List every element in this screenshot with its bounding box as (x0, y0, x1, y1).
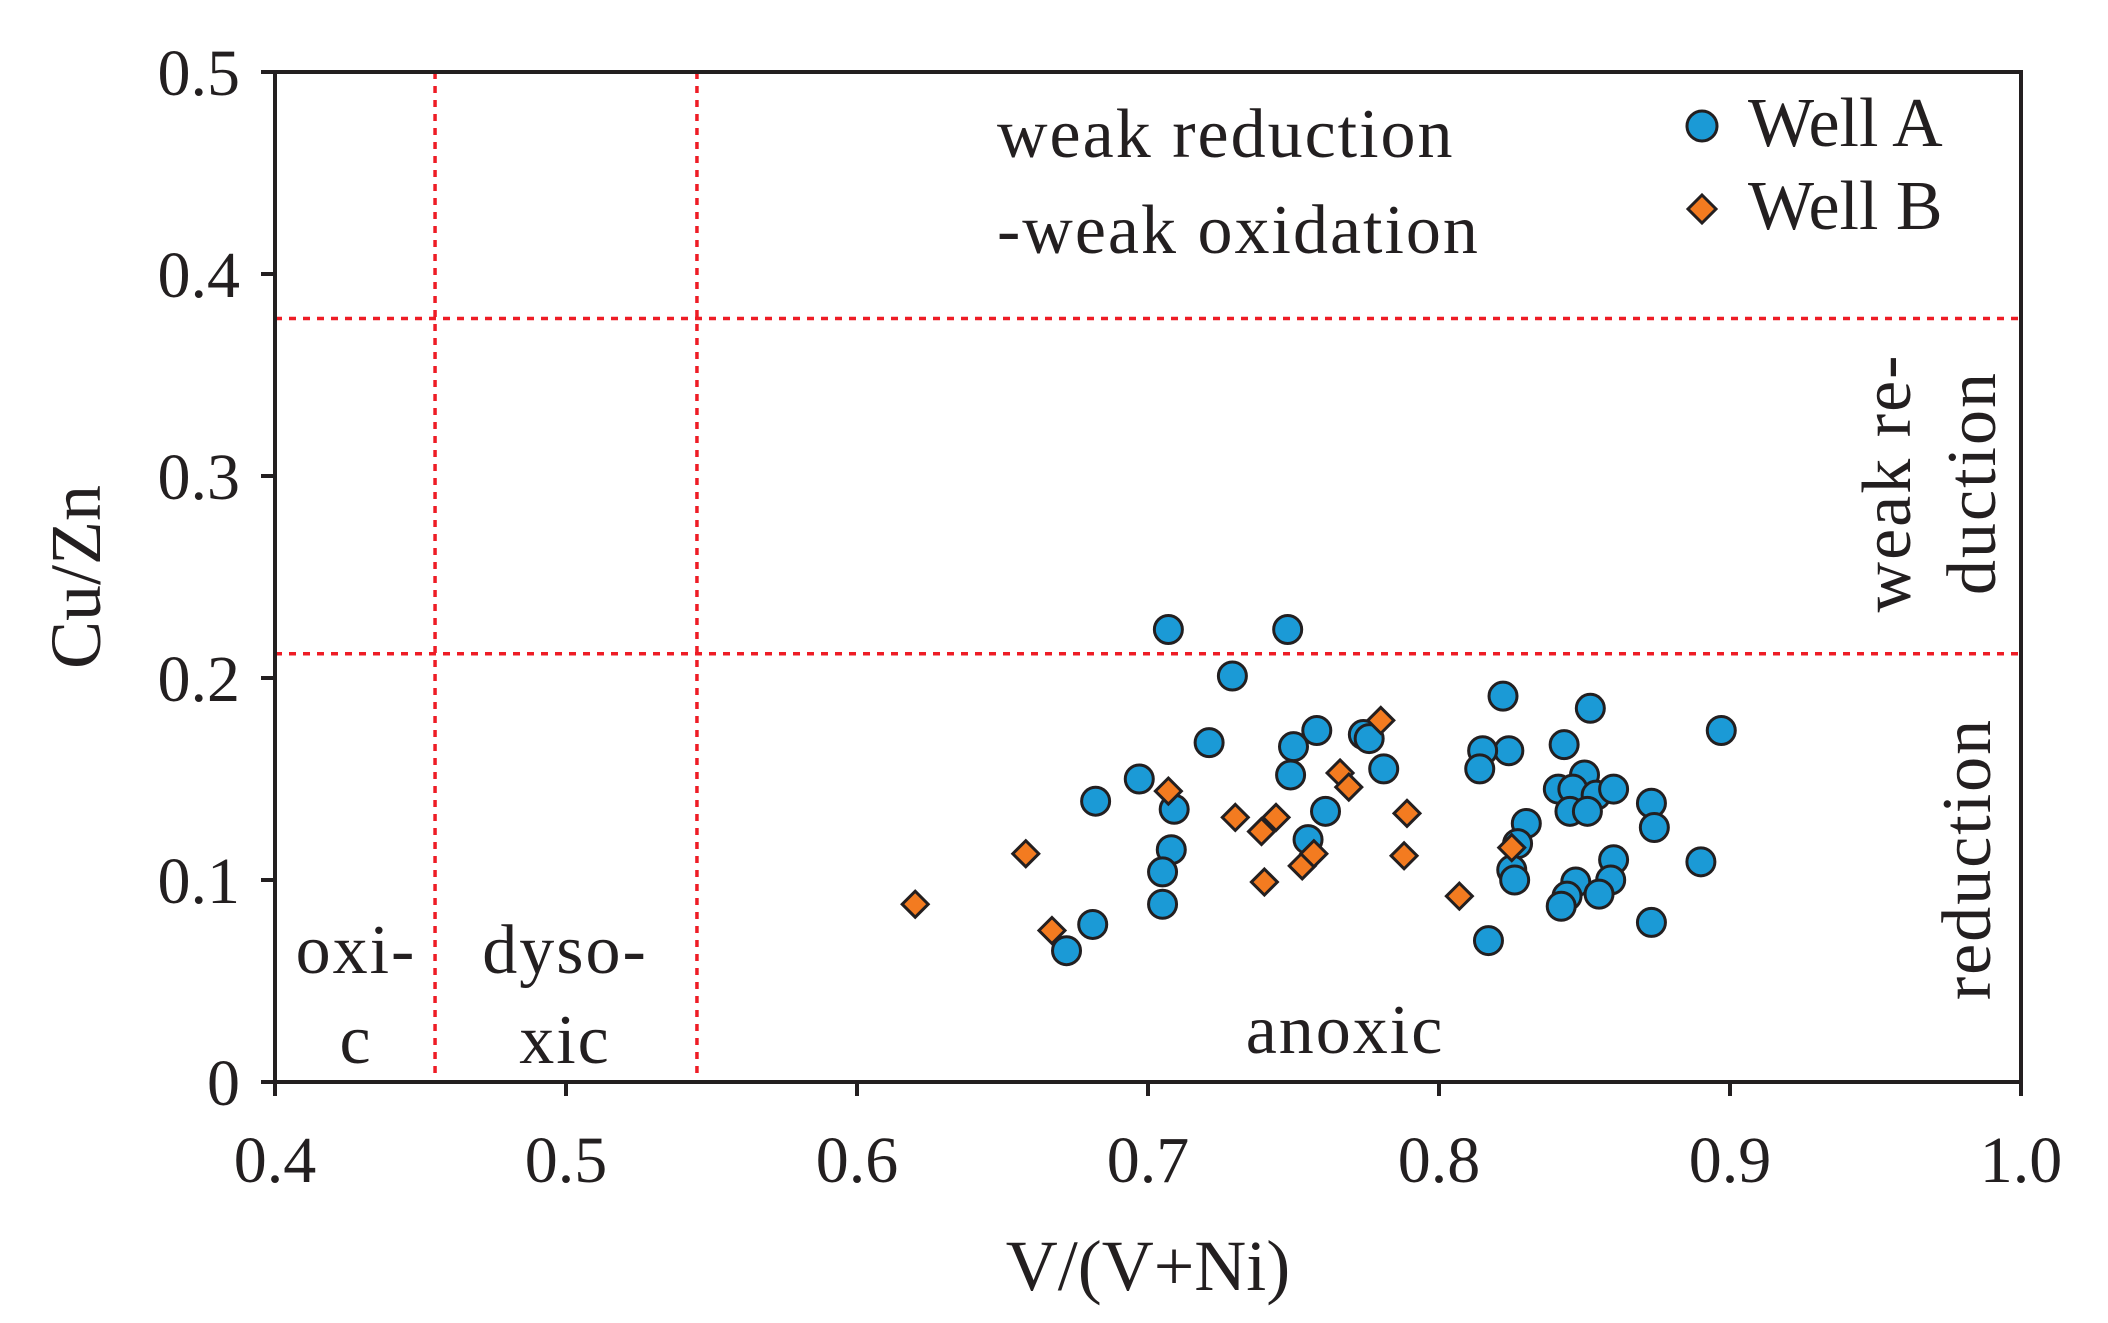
well-a-point (1499, 864, 1531, 896)
x-tick-label: 0.5 (525, 1124, 608, 1197)
well-b-point (1220, 802, 1251, 833)
y-tick-label: 0.3 (158, 441, 241, 514)
well-a-point (1685, 846, 1717, 878)
legend-well-a-label: Well A (1748, 85, 1943, 162)
data-points (900, 614, 1737, 967)
y-tick-labels: 0 0.1 0.2 0.3 0.4 0.5 (158, 37, 241, 1120)
y-tick-label: 0.5 (158, 37, 241, 110)
well-a-point (1472, 925, 1504, 957)
x-tick-label: 0.9 (1689, 1124, 1772, 1197)
well-a-point (1464, 753, 1496, 785)
well-a-point (1077, 908, 1109, 940)
well-a-point (1638, 811, 1670, 843)
well-b-point (1496, 832, 1527, 863)
well-a-point (1635, 906, 1667, 938)
well-b-point (1391, 798, 1423, 829)
legend: Well A Well B (1685, 85, 1943, 245)
well-a-point (1216, 660, 1248, 692)
region-boundaries (275, 72, 2021, 1082)
y-tick-label: 0.2 (158, 643, 241, 716)
x-tick-label: 1.0 (1980, 1124, 2063, 1197)
well-a-point (1147, 888, 1179, 920)
well-a-point (1147, 856, 1179, 888)
x-tick-label: 0.8 (1398, 1124, 1481, 1197)
well-a-point (1301, 715, 1333, 747)
well-a-point (1705, 715, 1737, 747)
y-tick-label: 0.4 (158, 239, 241, 312)
well-a-point (1545, 890, 1577, 922)
well-b-point (1388, 840, 1420, 871)
well-a-point (1193, 727, 1225, 759)
well-a-point (1152, 614, 1184, 646)
well-a-point (1275, 759, 1307, 791)
weak-reduction-weak-oxidation-label-line1: weak reduction (997, 96, 1455, 173)
y-tick-label: 0 (207, 1047, 240, 1120)
reduction-label: reduction (1929, 718, 2006, 1000)
dysoxic-label-line2: xic (519, 1002, 611, 1079)
well-b-point (1010, 838, 1041, 869)
well-a-point (1272, 614, 1304, 646)
legend-well-b-marker (1685, 192, 1719, 226)
well-a-point (1493, 735, 1525, 767)
axis-ticks (261, 70, 2023, 1096)
well-a-point (1310, 795, 1342, 827)
well-a-point (1487, 680, 1519, 712)
well-a-point (1583, 878, 1615, 910)
well-a-point (1080, 785, 1112, 817)
region-labels: oxi- c dyso- xic anoxic weak reduction -… (296, 96, 2011, 1079)
weak-reduction-weak-oxidation-label-line2: -weak oxidation (997, 192, 1480, 269)
well-b-point (900, 889, 931, 920)
well-b-point (1036, 915, 1068, 946)
well-b-point (1153, 775, 1184, 807)
weak-reduction-label-line2: duction (1934, 371, 2011, 595)
well-a-point (1571, 795, 1603, 827)
well-b-point (1246, 816, 1277, 847)
x-tick-labels: 0.4 0.5 0.6 0.7 0.8 0.9 1.0 (234, 1124, 2063, 1197)
well-b-point (1249, 866, 1280, 898)
legend-well-a-marker (1685, 109, 1719, 143)
x-axis-title: V/(V+Ni) (1006, 1226, 1291, 1306)
y-tick-label: 0.1 (158, 845, 241, 918)
well-b-point (1365, 705, 1396, 736)
legend-well-b-label: Well B (1748, 168, 1943, 245)
y-axis-title: Cu/Zn (36, 485, 116, 669)
well-a-point (1598, 773, 1630, 805)
well-a-point (1574, 692, 1606, 724)
oxic-label-line2: c (339, 1002, 372, 1079)
well-a-point (1548, 729, 1580, 761)
well-a-point (1368, 753, 1400, 785)
well-b-point (1260, 802, 1292, 833)
anoxic-label: anoxic (1246, 992, 1445, 1069)
x-tick-label: 0.4 (234, 1124, 317, 1197)
well-a-point (1123, 763, 1155, 795)
well-a-point (1353, 723, 1385, 755)
x-tick-label: 0.6 (816, 1124, 899, 1197)
well-b-point (1333, 771, 1364, 803)
x-tick-label: 0.7 (1107, 1124, 1190, 1197)
weak-reduction-label-line1: weak re- (1849, 354, 1926, 613)
oxic-label-line1: oxi- (296, 912, 417, 989)
well-a-point (1051, 935, 1083, 967)
well-b-point (1444, 881, 1475, 912)
well-b-point (1298, 838, 1329, 869)
dysoxic-label-line1: dyso- (482, 912, 648, 989)
